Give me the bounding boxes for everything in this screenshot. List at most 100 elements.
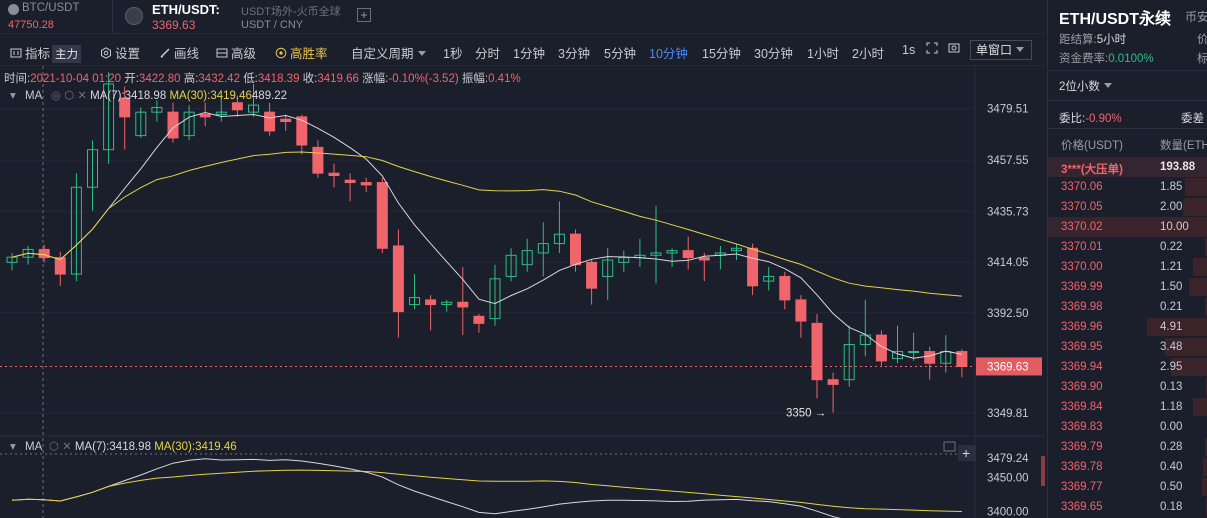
change-label: 涨幅: bbox=[362, 73, 389, 85]
advanced-label: 高级 bbox=[231, 47, 257, 61]
settings-hex-icon[interactable]: ⬡ bbox=[64, 90, 75, 102]
period-8[interactable]: 1小时 bbox=[807, 47, 839, 61]
main-badge[interactable]: 主力 bbox=[52, 45, 82, 63]
screenshot-icon[interactable] bbox=[948, 42, 960, 57]
candle-body bbox=[924, 351, 936, 364]
add-tab-button[interactable]: + bbox=[357, 8, 371, 22]
draw-button[interactable]: 画线 bbox=[159, 43, 199, 62]
order-row[interactable]: 3369.94 2.95 bbox=[1048, 357, 1207, 377]
order-row[interactable]: 3369.90 0.13 bbox=[1048, 377, 1207, 397]
time-label: 时间: bbox=[4, 73, 31, 85]
order-row[interactable]: 3370.00 1.21 bbox=[1048, 257, 1207, 277]
order-row[interactable]: 3369.96 4.91 bbox=[1048, 317, 1207, 337]
settings-hex-icon[interactable]: ⬡ bbox=[48, 441, 59, 453]
order-price: 3369.84 bbox=[1061, 401, 1103, 413]
order-row[interactable]: 3369.79 0.28 bbox=[1048, 437, 1207, 457]
exchange-name: 币安 bbox=[1185, 10, 1207, 24]
period-2[interactable]: 1分钟 bbox=[513, 47, 545, 61]
close-icon[interactable]: ✕ bbox=[62, 441, 72, 453]
ma-collapse-icon[interactable]: ▾ bbox=[10, 441, 16, 453]
ratio-row: 委比:-0.90% 委差 bbox=[1059, 110, 1204, 126]
order-row[interactable]: 3369.84 1.18 bbox=[1048, 397, 1207, 417]
gear-icon bbox=[101, 47, 111, 59]
main-ma-legend: ▾ MA ◎ ⬡ ✕ MA(7):3418.98 MA(30):3419.464… bbox=[10, 88, 287, 102]
indicators-button[interactable]: 指标 主力 bbox=[10, 43, 82, 63]
symbol-tab-bar: BTC/USDT 47750.28 ETH/USDT: 3369.63 USDT… bbox=[0, 0, 1045, 34]
period-7[interactable]: 30分钟 bbox=[754, 47, 793, 61]
order-row[interactable]: 3***(大压单) 193.88 bbox=[1048, 157, 1207, 177]
candle-body bbox=[843, 343, 855, 381]
ratio-label: 委比: bbox=[1059, 113, 1086, 125]
ma30-value: MA(30):3419.46 bbox=[169, 90, 252, 102]
candle-body bbox=[70, 186, 82, 275]
order-row[interactable]: 3370.02 10.00 bbox=[1048, 217, 1207, 237]
order-qty: 193.88 bbox=[1160, 161, 1196, 173]
depth-bar bbox=[1146, 318, 1207, 336]
sub-ma-name: MA bbox=[24, 441, 42, 453]
period-1[interactable]: 分时 bbox=[475, 47, 501, 61]
candle-body bbox=[296, 116, 308, 146]
order-qty: 1.85 bbox=[1160, 181, 1183, 193]
fullscreen-icon[interactable] bbox=[926, 42, 938, 57]
price-axis-label: 3479.51 bbox=[987, 104, 1029, 116]
order-row[interactable]: 3370.06 1.85 bbox=[1048, 177, 1207, 197]
sub-ma30-value: MA(30):3419.46 bbox=[154, 441, 237, 453]
open-value: 3422.80 bbox=[138, 73, 181, 85]
close-icon[interactable]: ✕ bbox=[77, 90, 87, 102]
ma-name: MA bbox=[24, 90, 42, 102]
candle-body bbox=[135, 111, 147, 137]
custom-period-dropdown[interactable]: 自定义周期 bbox=[351, 43, 426, 62]
candlestick-chart[interactable]: 3479.51 3457.55 3435.73 3414.05 3392.50 3349.… bbox=[0, 66, 1045, 518]
chevron-down-icon bbox=[417, 51, 426, 56]
sub-ma7-value: MA(7):3418.98 bbox=[74, 441, 151, 453]
order-row[interactable]: 3369.78 0.40 bbox=[1048, 457, 1207, 477]
period-6[interactable]: 15分钟 bbox=[702, 47, 741, 61]
winrate-label: 高胜率 bbox=[290, 47, 328, 61]
decimals-select[interactable]: 2位小数 bbox=[1059, 78, 1112, 94]
candle-body bbox=[103, 83, 115, 151]
order-row[interactable]: 3369.65 0.18 bbox=[1048, 497, 1207, 517]
period-10[interactable]: 1s bbox=[902, 43, 916, 57]
amp-value: 0.41% bbox=[488, 73, 521, 85]
advanced-button[interactable]: 高级 bbox=[216, 43, 256, 62]
order-row[interactable]: 3370.05 2.00 bbox=[1048, 197, 1207, 217]
tab-btc-usdt[interactable]: BTC/USDT 47750.28 bbox=[0, 0, 112, 34]
chevron-down-icon bbox=[1103, 83, 1112, 88]
ma-extra-value: 489.22 bbox=[251, 90, 288, 102]
depth-bar bbox=[1204, 438, 1207, 456]
order-price: 3370.05 bbox=[1061, 201, 1103, 213]
period-9[interactable]: 2小时 bbox=[852, 47, 884, 61]
settings-button[interactable]: 设置 bbox=[100, 43, 140, 62]
depth-bar bbox=[1205, 238, 1207, 256]
candle-body bbox=[376, 182, 388, 249]
candle-body bbox=[859, 334, 871, 345]
order-row[interactable]: 3369.83 0.00 bbox=[1048, 417, 1207, 437]
order-row[interactable]: 3369.99 1.50 bbox=[1048, 277, 1207, 297]
winrate-button[interactable]: 高胜率 bbox=[275, 43, 328, 62]
candle-body bbox=[618, 257, 630, 263]
layers-icon bbox=[216, 48, 228, 58]
eye-icon[interactable]: ◎ bbox=[50, 90, 61, 102]
order-row[interactable]: 3369.77 0.50 bbox=[1048, 477, 1207, 497]
price-column-header: 价格(USDT) bbox=[1061, 140, 1123, 152]
tab-btc-symbol: BTC/USDT bbox=[22, 2, 80, 14]
price-axis-label: 3435.73 bbox=[987, 206, 1029, 218]
order-row[interactable]: 3369.95 3.48 bbox=[1048, 337, 1207, 357]
candle-body bbox=[521, 250, 533, 266]
order-price: 3369.77 bbox=[1061, 481, 1103, 493]
depth-bar bbox=[1164, 338, 1207, 356]
period-0[interactable]: 1秒 bbox=[443, 47, 463, 61]
tab-eth-usdt[interactable]: ETH/USDT: 3369.63 USDT场外-火币全球 USDT / CNY… bbox=[112, 0, 380, 34]
period-4[interactable]: 5分钟 bbox=[604, 47, 636, 61]
scroll-handle bbox=[1041, 456, 1045, 486]
period-3[interactable]: 3分钟 bbox=[558, 47, 590, 61]
ma-collapse-icon[interactable]: ▾ bbox=[10, 90, 16, 102]
draw-label: 画线 bbox=[174, 47, 200, 61]
price-axis-label: 3414.05 bbox=[987, 257, 1029, 269]
period-5[interactable]: 10分钟 bbox=[649, 47, 688, 61]
window-mode-select[interactable]: 单窗口 bbox=[970, 40, 1032, 60]
order-row[interactable]: 3370.01 0.22 bbox=[1048, 237, 1207, 257]
order-row[interactable]: 3369.98 0.21 bbox=[1048, 297, 1207, 317]
target-icon bbox=[275, 47, 287, 59]
order-qty: 0.00 bbox=[1160, 421, 1183, 433]
